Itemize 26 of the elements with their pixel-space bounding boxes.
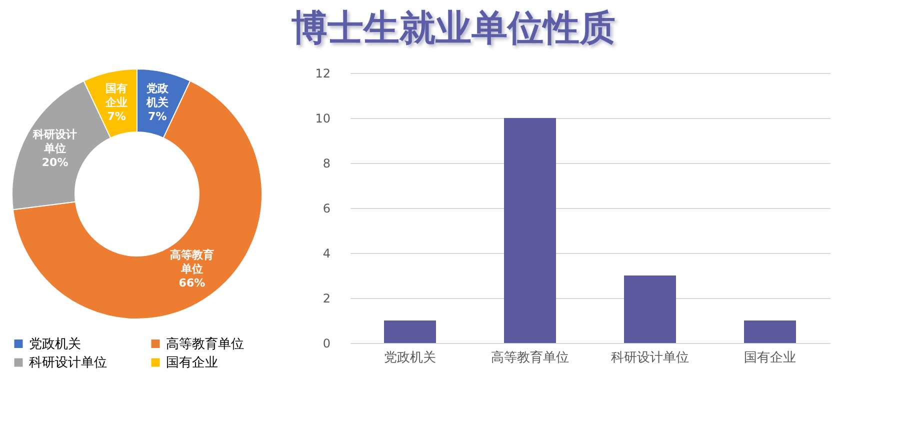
slice-label: 国有企业 (104, 82, 128, 109)
x-tick-label: 科研设计单位 (611, 350, 689, 366)
legend-label: 高等教育单位 (166, 336, 244, 352)
y-tick-label: 4 (322, 246, 330, 260)
x-tick-label: 高等教育单位 (491, 350, 569, 366)
bar (744, 320, 796, 343)
y-tick-label: 6 (322, 202, 330, 216)
x-tick-label: 党政机关 (384, 350, 436, 366)
y-tick-label: 0 (322, 336, 330, 350)
slice-label: 党政机关 (145, 82, 170, 109)
y-tick-label: 2 (322, 292, 330, 306)
data-label: 7% (148, 110, 167, 123)
data-label: 7% (107, 110, 126, 123)
slice-label: 科研设计单位 (32, 128, 78, 155)
bar (504, 118, 556, 343)
slice-label: 高等教育单位 (170, 248, 214, 276)
data-label: 66% (178, 276, 206, 290)
bar (624, 276, 676, 343)
y-tick-label: 10 (315, 112, 330, 126)
y-tick-label: 8 (322, 156, 330, 170)
data-label: 20% (42, 156, 68, 169)
chart-title: 博士生就业单位性质 (290, 7, 616, 51)
y-tick-label: 12 (315, 66, 330, 80)
x-tick-label: 国有企业 (744, 350, 796, 366)
bar (384, 320, 436, 343)
legend-label: 党政机关 (29, 336, 81, 352)
